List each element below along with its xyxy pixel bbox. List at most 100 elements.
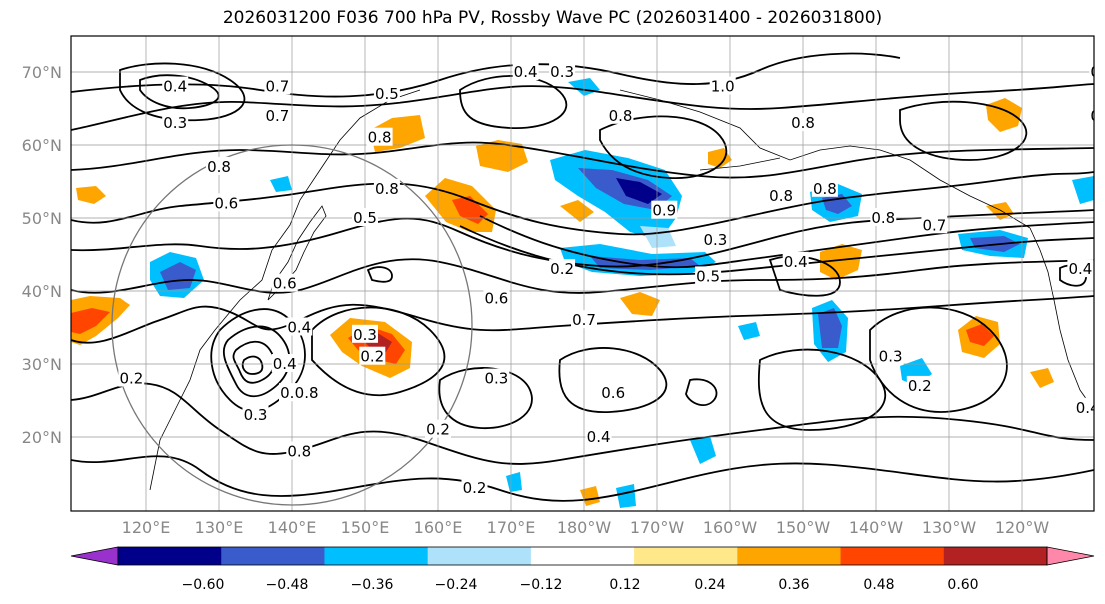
contour-label-bg [790,113,816,132]
contour-label: 0.8 [791,114,815,132]
range-circle [111,144,473,506]
positive-anomaly [560,200,594,222]
lon-label-130e: 130°E [194,518,244,537]
colorbar-swatch [840,547,945,565]
contour-label: 0.3 [550,63,574,81]
contour-label-bg [213,193,240,212]
contour-label-bg [512,62,539,80]
contour-label: 1.0 [711,78,735,96]
contour-label: 0.3 [484,370,508,388]
lon-label-130w: 130°W [921,518,977,537]
japan-coast [267,205,327,301]
contour-label: 0.5 [696,267,720,285]
contour-label: 0.8 [813,180,837,198]
colorbar-tick-label: 0.60 [947,577,979,593]
contour-label-bg [425,419,451,438]
contour-label: 0.8 [769,187,793,205]
contour-line [71,141,1094,179]
alaska-coast [619,89,1031,229]
contour-label: 0.7 [265,78,289,96]
contour-label-bg [1089,105,1094,124]
contour-label: 0.6 [1090,107,1105,125]
contour-label: 0.8 [871,209,895,227]
colorbar-tick-label: 0.12 [609,577,641,593]
contour-label-bg [695,266,722,285]
contour-label: 0.9 [652,202,676,220]
strong-positive-anomaly [966,324,994,346]
contour-label-bg [571,310,597,329]
contour-label-bg [162,76,189,95]
contour-line [119,62,246,122]
negative-anomaly [616,484,636,508]
lat-label-50n: 50°N [21,209,62,228]
gridlines [71,36,1094,511]
positive-anomaly [76,186,106,204]
contour-line [139,74,220,110]
very-strong-negative-anomaly [616,178,662,204]
contour-label: 0.8 [609,107,633,125]
contour-label-bg [271,354,298,372]
positive-anomaly [620,292,660,316]
lon-label-140e: 140°E [267,518,317,537]
contour-label-bg [483,368,510,387]
contour-label: 0.2 [119,370,143,388]
contour-line [241,355,264,375]
lon-label-140w: 140°W [848,518,904,537]
contour-label: 0.2 [426,421,450,439]
colorbar-swatch [530,547,635,565]
contour-label-bg [600,383,627,402]
contour-label-bg [271,273,298,292]
strong-positive-anomaly [452,196,488,224]
contour-label-bg [549,62,576,80]
contour-label-bg [921,215,948,234]
contour-label: 0.3 [353,326,377,344]
map-background [71,36,1094,511]
contour-label-bg [870,208,897,226]
aleutian-islands [699,157,781,171]
lon-label-170w: 170°W [629,518,685,537]
contour-label-bg [162,113,189,132]
contour-line [479,215,1094,269]
lon-label-160w: 160°W [702,518,758,537]
negative-anomaly [270,176,292,192]
contour-line [71,83,1094,131]
contour-label: 0.5 [375,85,399,103]
contour-label: 0.7 [1090,63,1105,81]
colorbar-tick-label: −0.48 [265,577,309,593]
contour-line [232,340,276,384]
map-title: 2026031200 F036 700 hPa PV, Rossby Wave … [222,8,883,28]
negative-anomaly [738,322,760,340]
contour-label: 0.8 [295,384,319,402]
colorbar-tick-label: −0.24 [434,577,478,593]
lon-label-120w: 120°W [994,518,1050,537]
contour-label-bg [1074,397,1094,416]
coastlines [149,89,1094,491]
colorbar-tick-label: 0.36 [778,577,810,593]
contour-line [558,347,668,413]
contour-label: 0.8 [375,180,399,198]
contour-label-bg [359,346,386,365]
negative-anomaly [506,472,522,492]
colorbar-swatch [427,547,532,565]
contour-label-bg [264,76,291,95]
colorbar-tick-label: 0.48 [863,577,895,593]
colorbar-tick-label: −0.60 [181,577,225,593]
contour-label: 0.4 [163,78,187,96]
lon-label-150w: 150°W [775,518,831,537]
contour-label: 0.2 [463,479,487,497]
colorbar-extend-low [70,546,119,566]
contour-line [685,378,718,407]
contour-label-bg [373,178,400,197]
contour-label-bg [293,383,320,402]
contour-label: 0.2 [550,260,574,278]
contour-label: 0.8 [207,158,231,176]
contour-label-bg [352,324,378,343]
lat-label-20n: 20°N [21,428,62,447]
contour-label: 0.3 [703,231,727,249]
contour-label-bg [461,478,488,497]
positive-anomaly [580,486,600,506]
contour-label: 0.4 [1076,399,1100,417]
positive-anomaly [476,140,528,172]
strong-positive-anomaly [71,308,110,334]
contour-label: 0.8 [287,443,311,461]
